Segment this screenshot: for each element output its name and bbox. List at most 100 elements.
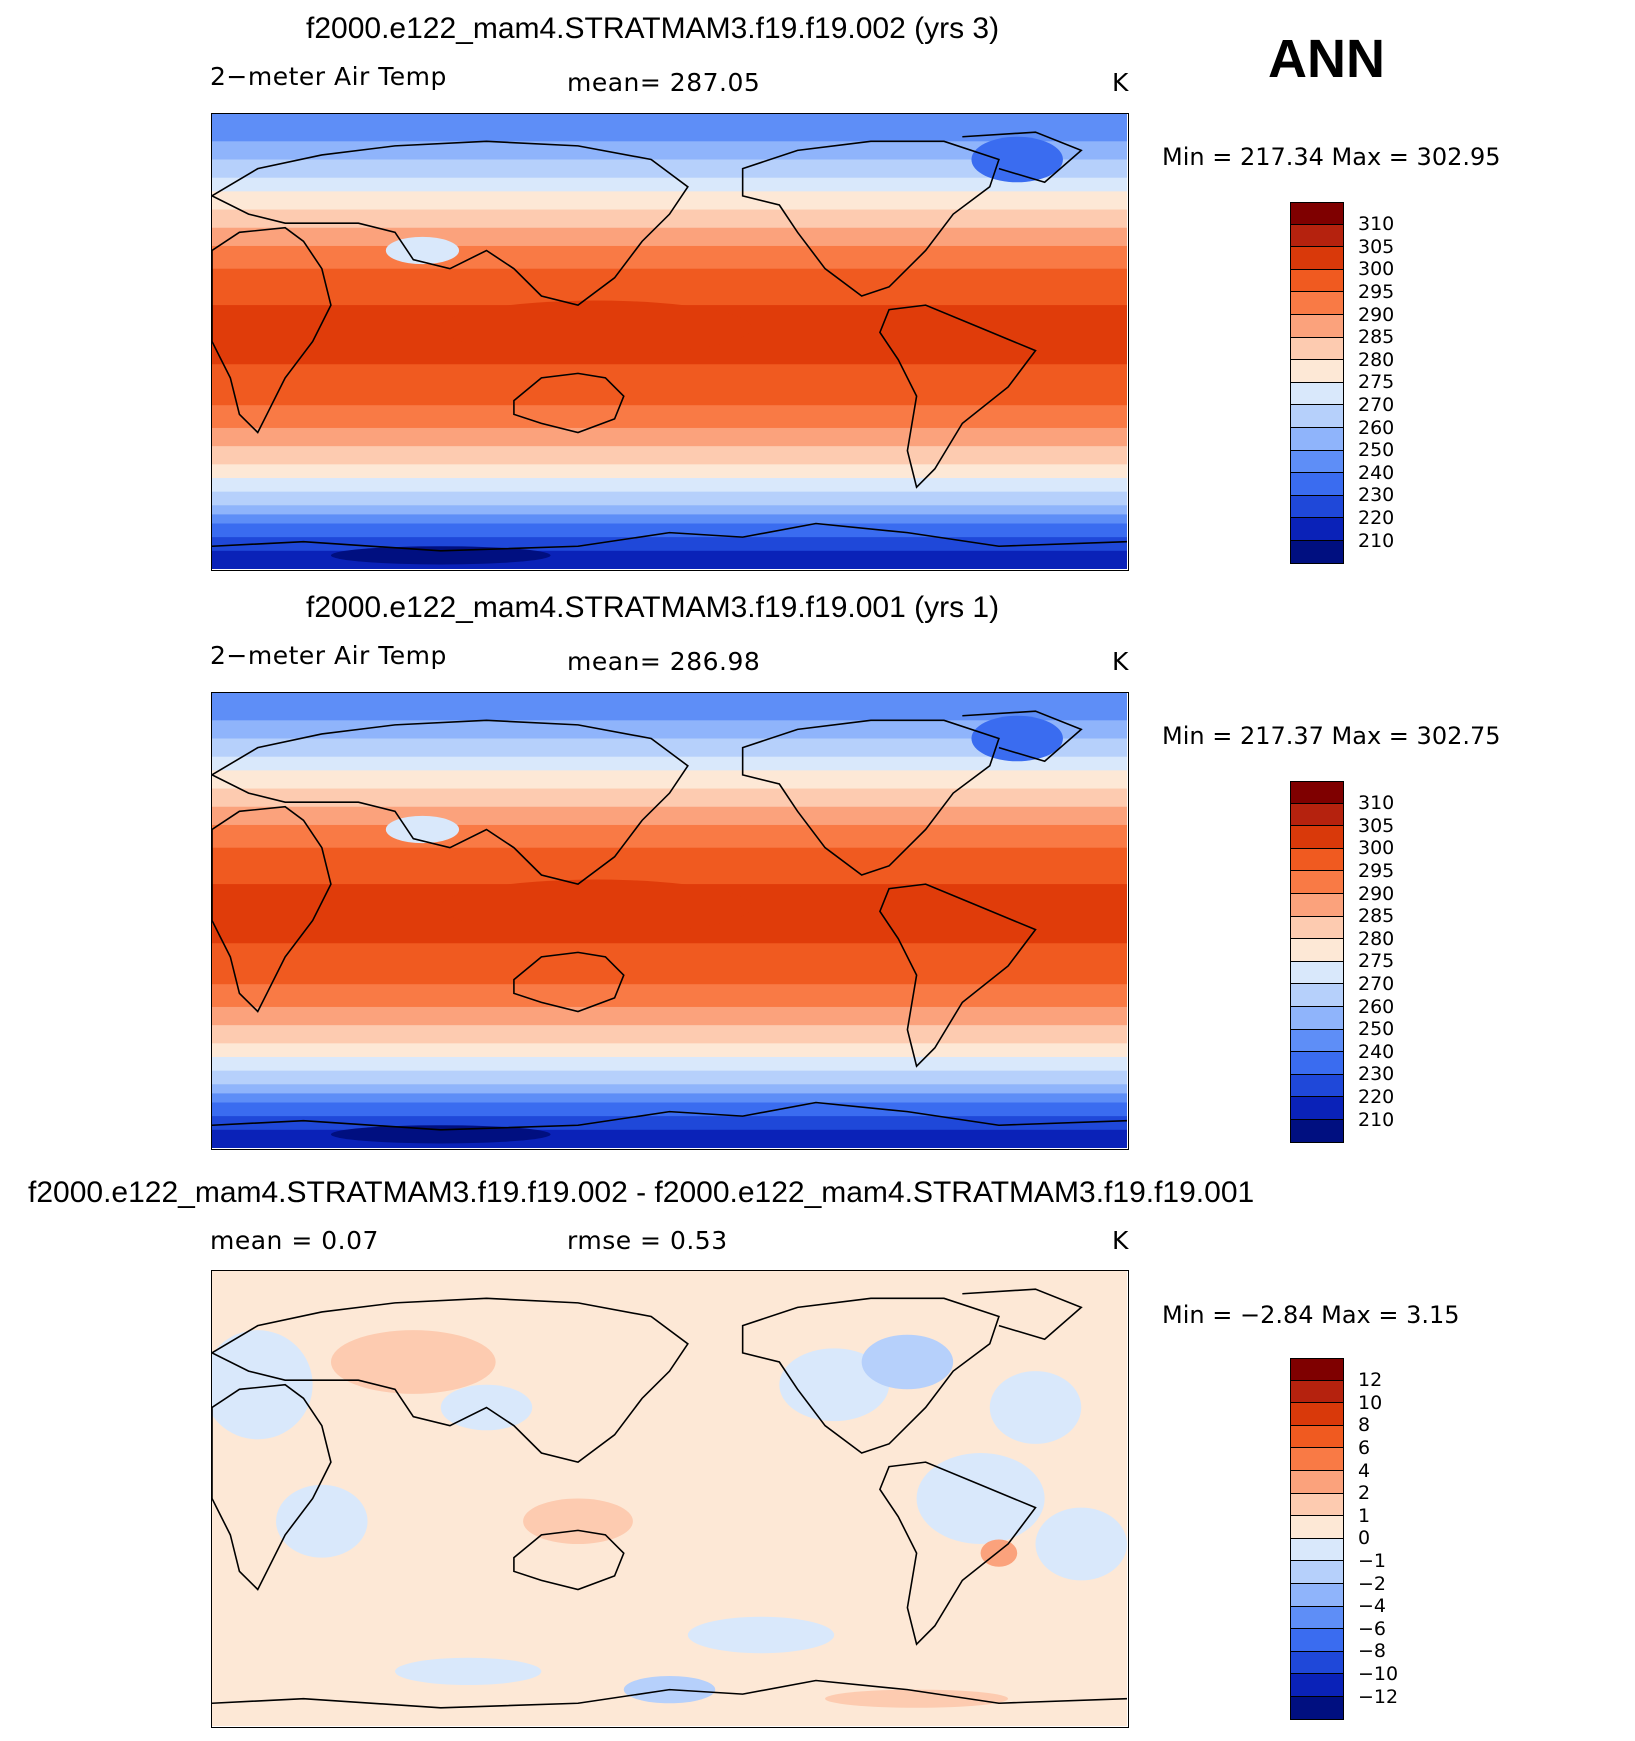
colorbar-tick-label: 280	[1358, 348, 1395, 371]
map-canvas	[212, 693, 1127, 1148]
colorbar-tick-label: −8	[1358, 1640, 1387, 1663]
colorbar-tick-label: 220	[1358, 506, 1395, 529]
panel-2-minmax: Min = 217.37 Max = 302.75	[1162, 722, 1501, 750]
colorbar-swatch	[1290, 202, 1344, 225]
panel-1-variable: 2−meter Air Temp	[210, 62, 447, 91]
colorbar-swatch	[1290, 961, 1344, 985]
colorbar-swatch	[1290, 1674, 1344, 1697]
colorbar-swatch	[1290, 315, 1344, 338]
coastline	[212, 719, 689, 886]
colorbar-tick-label: 285	[1358, 326, 1395, 349]
coastline	[212, 1383, 332, 1591]
colorbar-swatch	[1290, 1074, 1344, 1098]
colorbar-tick-label: 210	[1358, 529, 1395, 552]
colorbar-swatch	[1290, 541, 1344, 564]
colorbar-swatch	[1290, 450, 1344, 474]
colorbar-tick-label: 275	[1358, 950, 1395, 973]
coastline	[212, 1679, 1127, 1709]
colorbar-swatch	[1290, 1425, 1344, 1449]
colorbar-swatch	[1290, 1052, 1344, 1075]
colorbar-swatch	[1290, 939, 1344, 962]
colorbar-swatch	[1290, 1403, 1344, 1426]
coastline	[962, 131, 1083, 184]
colorbar-swatch	[1290, 1120, 1344, 1143]
panel-1-title: f2000.e122_mam4.STRATMAM3.f19.f19.002 (y…	[306, 12, 1000, 45]
colorbar-tick-label: 12	[1358, 1369, 1383, 1392]
colorbar-swatch	[1290, 224, 1344, 248]
panel-3-colorbar: 12 10 8 6 4 2 1 0 −1 −2 −4 −6 −8 −10 −12	[1290, 1358, 1398, 1720]
colorbar-tick-label: 8	[1358, 1414, 1371, 1437]
colorbar-tick-label: 240	[1358, 1040, 1395, 1063]
colorbar-tick-label: 230	[1358, 484, 1395, 507]
colorbar-swatch	[1290, 1651, 1344, 1675]
colorbar-swatch	[1290, 360, 1344, 383]
panel-1-colorbar: 310 305 300 295 290 285 280 275 270 260 250 240 230 2…	[1290, 202, 1394, 564]
colorbar-tick-label: 290	[1358, 882, 1395, 905]
colorbar-swatch	[1290, 1029, 1344, 1053]
colorbar-tick-label: 250	[1358, 1018, 1395, 1041]
colorbar-tick-label: 275	[1358, 371, 1395, 394]
panel-3-title: f2000.e122_mam4.STRATMAM3.f19.f19.002 - …	[28, 1176, 1255, 1209]
coastline	[212, 226, 332, 434]
colorbar-swatch	[1290, 1493, 1344, 1517]
colorbar-tick-label: 305	[1358, 235, 1395, 258]
colorbar-tick-label: 280	[1358, 927, 1395, 950]
coastline	[879, 304, 1037, 489]
colorbar-swatch	[1290, 247, 1344, 270]
colorbar-swatch	[1290, 518, 1344, 541]
panel-3-mean: mean = 0.07	[210, 1226, 379, 1255]
colorbar-tick-label: 230	[1358, 1063, 1395, 1086]
colorbar-tick-label: 295	[1358, 859, 1395, 882]
colorbar-swatch	[1290, 1561, 1344, 1584]
panel-2-map	[211, 692, 1129, 1150]
colorbar-tick-label: −4	[1358, 1595, 1387, 1618]
colorbar-tick-label: 300	[1358, 837, 1395, 860]
coastline	[962, 710, 1083, 763]
colorbar-tick-label: 10	[1358, 1391, 1383, 1414]
colorbar-tick-label: 285	[1358, 905, 1395, 928]
colorbar-swatch	[1290, 405, 1344, 428]
panel-1-map	[211, 113, 1129, 571]
colorbar-swatch	[1290, 382, 1344, 406]
colorbar-swatch	[1290, 826, 1344, 849]
colorbar-swatch	[1290, 916, 1344, 940]
panel-3-map	[211, 1270, 1129, 1728]
colorbar-tick-label: 2	[1358, 1482, 1371, 1505]
colorbar-tick-label: −1	[1358, 1549, 1387, 1572]
colorbar-tick-label: 300	[1358, 258, 1395, 281]
coastline	[212, 140, 689, 307]
colorbar-swatch	[1290, 1448, 1344, 1471]
coastline	[212, 805, 332, 1013]
colorbar-swatch	[1290, 1697, 1344, 1720]
colorbar-swatch	[1290, 803, 1344, 827]
panel-1-units: K	[1112, 68, 1129, 97]
panel-1-mean: mean= 287.05	[567, 68, 761, 97]
coastline	[879, 883, 1037, 1068]
panel-3-rmse: rmse = 0.53	[567, 1226, 728, 1255]
colorbar-tick-label: 220	[1358, 1085, 1395, 1108]
colorbar-tick-label: 310	[1358, 792, 1395, 815]
panel-3-units: K	[1112, 1226, 1129, 1255]
colorbar-swatch	[1290, 1516, 1344, 1539]
colorbar-swatch	[1290, 269, 1344, 293]
colorbar-tick-label: −2	[1358, 1572, 1387, 1595]
colorbar-tick-label: 6	[1358, 1436, 1371, 1459]
colorbar-swatch	[1290, 473, 1344, 496]
colorbar-tick-label: 310	[1358, 213, 1395, 236]
coastline	[513, 951, 625, 1013]
panel-2-units: K	[1112, 647, 1129, 676]
colorbar-tick-label: 250	[1358, 439, 1395, 462]
season-label: ANN	[1268, 29, 1385, 89]
map-canvas	[212, 114, 1127, 569]
colorbar-swatch	[1290, 1097, 1344, 1120]
panel-1-minmax: Min = 217.34 Max = 302.95	[1162, 143, 1501, 171]
colorbar-tick-label: 270	[1358, 393, 1395, 416]
colorbar-tick-label: 295	[1358, 280, 1395, 303]
colorbar-swatch	[1290, 1629, 1344, 1652]
coastline	[741, 719, 1000, 876]
colorbar-tick-label: 290	[1358, 303, 1395, 326]
colorbar-swatch	[1290, 1471, 1344, 1494]
colorbar-tick-label: −6	[1358, 1617, 1387, 1640]
colorbar-tick-label: 270	[1358, 972, 1395, 995]
colorbar-swatch	[1290, 1358, 1344, 1381]
